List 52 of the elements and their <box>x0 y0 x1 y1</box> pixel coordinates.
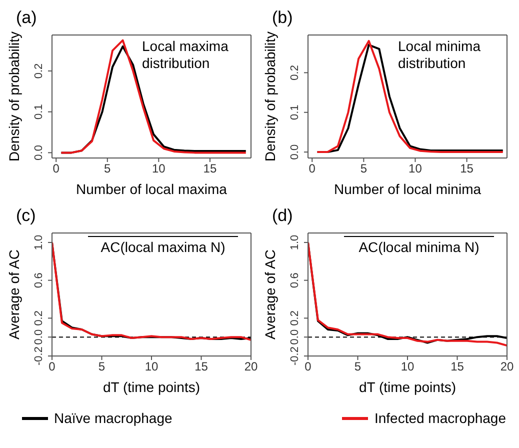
x-tick-label: 15 <box>460 162 474 176</box>
chart-title: (d) <box>272 206 293 226</box>
y-tick-label: 1.0 <box>289 234 301 250</box>
y-axis-title: Density of probability <box>6 32 22 162</box>
x-tick-label: 10 <box>400 360 414 374</box>
y-tick-label: 0.0 <box>289 144 301 160</box>
legend-label: Naïve macrophage <box>54 410 172 426</box>
x-tick-label: 10 <box>152 162 166 176</box>
x-tick-label: 5 <box>360 162 368 176</box>
y-tick-label: -0.2 <box>289 346 301 366</box>
x-axis-title: dT (time points) <box>359 379 456 395</box>
annotation: Local minima distribution <box>398 38 482 72</box>
x-tick-label: 15 <box>450 360 464 374</box>
x-tick-label: 10 <box>144 360 158 374</box>
legend-label: Infected macrophage <box>374 410 506 426</box>
y-tick-label: 0.2 <box>289 65 301 80</box>
x-tick-label: 0 <box>308 162 316 176</box>
annotation: Local maxima distribution <box>142 38 230 72</box>
x-tick-label: 20 <box>244 360 258 374</box>
annotation: AC(local maxima N) <box>88 236 238 255</box>
x-tick-label: 5 <box>98 360 106 374</box>
y-tick-label: 0.2 <box>33 63 45 79</box>
y-tick-label: 0.1 <box>289 104 301 120</box>
chart-title: (c) <box>16 206 36 226</box>
y-axis-title: Average of AC <box>6 249 22 340</box>
annotation: AC(local minima N) <box>344 236 494 255</box>
x-tick-label: 15 <box>203 162 217 176</box>
y-tick-label: 0.2 <box>289 310 301 326</box>
x-tick-label: 0 <box>304 360 312 374</box>
x-tick-label: 20 <box>500 360 514 374</box>
chart-title: (b) <box>272 8 293 28</box>
y-axis-title: Average of AC <box>262 249 278 340</box>
chart-title: (a) <box>16 8 37 28</box>
y-tick-label: 0.6 <box>33 272 45 288</box>
x-tick-label: 0 <box>52 162 60 176</box>
x-axis-title: Number of local minima <box>334 181 482 197</box>
y-tick-label: 0.1 <box>33 104 45 120</box>
x-tick-label: 10 <box>408 162 422 176</box>
x-tick-label: 5 <box>104 162 112 176</box>
y-tick-label: 0.6 <box>289 272 301 288</box>
x-tick-label: 15 <box>194 360 208 374</box>
y-tick-label: -0.2 <box>33 346 45 366</box>
x-axis-title: Number of local maxima <box>76 181 228 197</box>
x-axis-title: dT (time points) <box>103 379 200 395</box>
x-tick-label: 5 <box>354 360 362 374</box>
y-tick-label: 0.0 <box>289 329 301 345</box>
y-tick-label: 0.2 <box>33 310 45 326</box>
y-axis-title: Density of probability <box>262 32 278 162</box>
y-tick-label: 1.0 <box>33 234 45 250</box>
y-tick-label: 0.0 <box>33 145 45 160</box>
y-tick-label: 0.0 <box>33 329 45 345</box>
x-tick-label: 0 <box>48 360 56 374</box>
